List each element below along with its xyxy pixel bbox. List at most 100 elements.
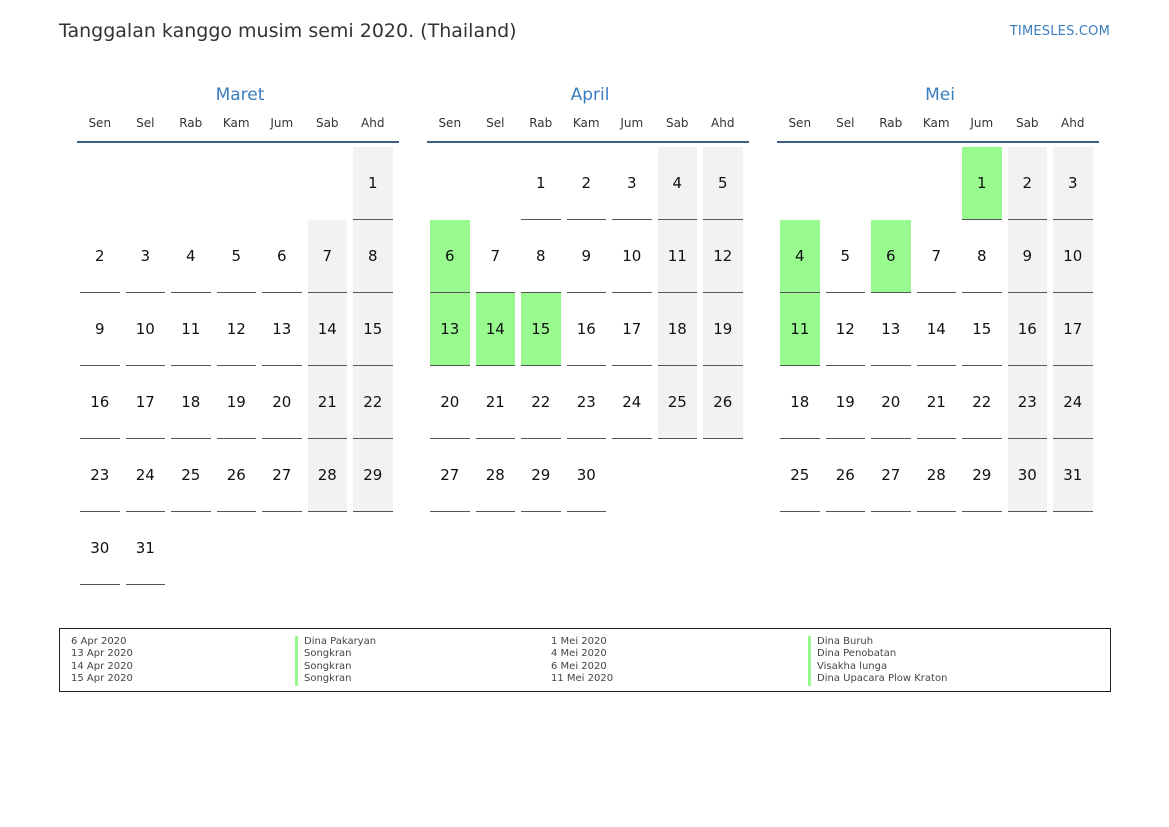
weekday-header: Sen Sel Rab Kam Jum Sab Ahd <box>427 108 749 143</box>
empty-cell <box>259 147 305 220</box>
legend-date: 15 Apr 2020 <box>71 673 133 685</box>
holiday-day-cell: 14 <box>473 293 519 366</box>
day-cell: 26 <box>700 366 746 439</box>
day-number: 14 <box>307 293 347 366</box>
holiday-day-cell: 11 <box>777 293 823 366</box>
weekday-header: Sen Sel Rab Kam Jum Sab Ahd <box>777 108 1099 143</box>
day-cell: 21 <box>305 366 351 439</box>
day-number: 16 <box>80 366 120 439</box>
day-number: 17 <box>125 366 165 439</box>
legend-holiday-name: Songkran <box>295 673 521 686</box>
day-number: 3 <box>125 220 165 293</box>
day-cell: 10 <box>123 293 169 366</box>
day-cell: 27 <box>868 439 914 512</box>
day-cell: 19 <box>700 293 746 366</box>
day-number: 24 <box>1053 366 1093 439</box>
empty-cell <box>777 147 823 220</box>
brand-link[interactable]: TIMESLES.COM <box>1009 24 1110 39</box>
day-cell: 25 <box>168 439 214 512</box>
legend-date: 1 Mei 2020 <box>551 636 607 647</box>
weekday-header: Sen Sel Rab Kam Jum Sab Ahd <box>77 108 399 143</box>
day-number: 26 <box>703 366 743 439</box>
day-number: 17 <box>612 293 652 366</box>
day-cell: 11 <box>168 293 214 366</box>
day-number: 9 <box>80 293 120 366</box>
day-cell: 23 <box>1005 366 1051 439</box>
month-title: Mei <box>925 85 955 105</box>
day-number: 16 <box>1007 293 1047 366</box>
holiday-day-cell: 6 <box>427 220 473 293</box>
day-cell: 23 <box>564 366 610 439</box>
empty-cell <box>868 147 914 220</box>
day-number: 11 <box>171 293 211 366</box>
empty-cell <box>77 147 123 220</box>
day-number: 13 <box>430 293 470 366</box>
day-cell: 19 <box>823 366 869 439</box>
day-cell: 20 <box>427 366 473 439</box>
weekday-label: Rab <box>879 116 903 130</box>
day-number: 9 <box>566 220 606 293</box>
day-number: 20 <box>871 366 911 439</box>
day-number: 31 <box>125 512 165 585</box>
legend-holiday-name: Dina Penobatan <box>808 648 1034 661</box>
weekday-label: Sen <box>438 116 462 130</box>
holiday-day-cell: 6 <box>868 220 914 293</box>
day-number: 25 <box>657 366 697 439</box>
day-grid: 1 2 3 4 5 6 7 8 9 10 11 12 13 14 15 16 17 18 19 20 21 22 23 24 2… <box>427 147 749 512</box>
holiday-day-cell: 13 <box>427 293 473 366</box>
day-cell: 28 <box>914 439 960 512</box>
day-cell: 12 <box>823 293 869 366</box>
day-number: 11 <box>780 293 820 366</box>
day-number: 21 <box>475 366 515 439</box>
day-cell: 4 <box>168 220 214 293</box>
day-cell: 30 <box>564 439 610 512</box>
day-number: 27 <box>262 439 302 512</box>
day-cell: 3 <box>123 220 169 293</box>
month-title: Maret <box>215 85 265 105</box>
day-number: 14 <box>475 293 515 366</box>
weekday-label: Sab <box>1015 116 1039 130</box>
day-number: 5 <box>216 220 256 293</box>
empty-cell <box>305 147 351 220</box>
day-cell: 8 <box>959 220 1005 293</box>
weekday-label: Sen <box>788 116 812 130</box>
day-cell: 4 <box>655 147 701 220</box>
day-number: 2 <box>80 220 120 293</box>
day-cell: 31 <box>123 512 169 585</box>
day-number: 23 <box>566 366 606 439</box>
day-number: 5 <box>825 220 865 293</box>
day-cell: 29 <box>518 439 564 512</box>
day-number: 21 <box>916 366 956 439</box>
day-cell: 30 <box>1005 439 1051 512</box>
day-cell: 12 <box>214 293 260 366</box>
day-cell: 25 <box>777 439 823 512</box>
day-number: 8 <box>353 220 393 293</box>
day-number: 29 <box>353 439 393 512</box>
day-number: 22 <box>353 366 393 439</box>
day-cell: 7 <box>305 220 351 293</box>
weekday-label: Rab <box>179 116 203 130</box>
day-cell: 29 <box>959 439 1005 512</box>
day-number: 18 <box>171 366 211 439</box>
day-number: 13 <box>262 293 302 366</box>
day-number: 25 <box>171 439 211 512</box>
weekday-label: Jum <box>970 116 994 130</box>
day-cell: 20 <box>259 366 305 439</box>
day-number: 6 <box>430 220 470 293</box>
day-cell: 6 <box>259 220 305 293</box>
day-number: 24 <box>612 366 652 439</box>
day-number: 7 <box>475 220 515 293</box>
day-cell: 21 <box>914 366 960 439</box>
day-cell: 26 <box>214 439 260 512</box>
holiday-day-cell: 1 <box>959 147 1005 220</box>
day-number: 17 <box>1053 293 1093 366</box>
day-cell: 15 <box>959 293 1005 366</box>
day-number: 28 <box>916 439 956 512</box>
day-number: 26 <box>825 439 865 512</box>
day-number: 5 <box>703 147 743 220</box>
day-cell: 2 <box>1005 147 1051 220</box>
day-cell: 23 <box>77 439 123 512</box>
day-number: 8 <box>962 220 1002 293</box>
day-number: 23 <box>80 439 120 512</box>
day-number: 18 <box>657 293 697 366</box>
